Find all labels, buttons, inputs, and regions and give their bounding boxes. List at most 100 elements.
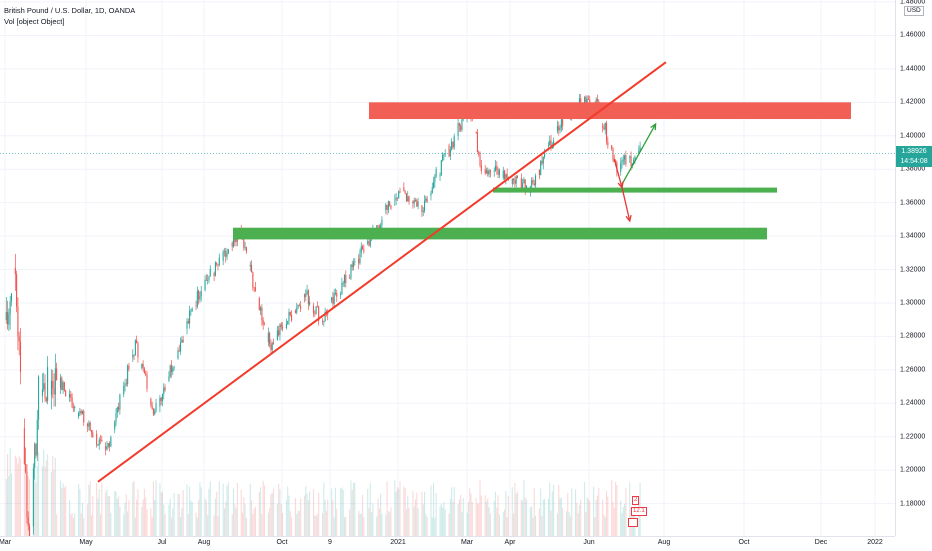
candle-body — [62, 382, 64, 391]
candle-body — [182, 339, 184, 343]
y-tick-label: 1.22000 — [900, 433, 926, 441]
candle-body — [154, 411, 156, 415]
candle-body — [109, 443, 111, 447]
candle-body — [558, 125, 560, 131]
volume-bar — [19, 458, 22, 536]
price-axis[interactable]: 1.48000 1.46000 1.44000 1.42000 1.40000 1.380… — [895, 0, 932, 536]
event-badge-2[interactable]: 12.1 — [631, 507, 647, 516]
candle-body — [408, 196, 410, 202]
currency-label[interactable]: USD — [904, 6, 924, 16]
volume-bar — [386, 481, 388, 536]
candle-body — [159, 397, 161, 407]
candle-body — [452, 141, 454, 148]
volume-bar — [538, 508, 540, 536]
candle-body — [484, 169, 486, 174]
volume-bar — [106, 489, 108, 536]
candle-body — [9, 301, 11, 315]
volume-bar — [562, 507, 564, 536]
volume-bar — [305, 486, 307, 536]
candle-body — [312, 305, 315, 314]
volume-bar — [603, 514, 605, 536]
candle-body — [287, 320, 289, 324]
volume-bar — [262, 480, 264, 536]
candle-body — [81, 410, 84, 414]
volume-bar — [18, 455, 20, 536]
volume-bar — [425, 513, 427, 536]
volume-bar — [553, 484, 555, 536]
volume-bar — [469, 488, 471, 536]
x-tick-label: Jun — [583, 539, 595, 546]
volume-legend[interactable]: Vol [object Object] — [4, 17, 65, 26]
candle-body — [71, 397, 73, 408]
candle-body — [254, 287, 256, 291]
volume-bar — [520, 499, 522, 536]
volume-bar — [312, 488, 315, 536]
chart-title[interactable]: British Pound / U.S. Dollar, 1D, OANDA — [4, 6, 136, 15]
volume-bar — [59, 480, 62, 536]
volume-bar — [444, 509, 446, 536]
volume-bar — [494, 491, 497, 536]
volume-bar — [209, 481, 211, 536]
candle-body — [207, 279, 209, 281]
volume-bar — [35, 482, 37, 536]
candle-body — [376, 225, 378, 229]
chart-plot-area[interactable]: British Pound / U.S. Dollar, 1D, OANDA V… — [0, 0, 895, 551]
y-tick-label: 1.36000 — [900, 199, 926, 207]
volume-bar — [340, 488, 342, 536]
volume-bar — [125, 494, 127, 536]
candle-body — [315, 306, 317, 314]
candle-body — [134, 340, 136, 356]
last-price-tag: 1.38926 14:54:08 — [896, 146, 932, 167]
volume-bar — [404, 488, 406, 536]
candle-body — [187, 320, 189, 324]
candle-body — [630, 156, 632, 166]
volume-bar — [107, 495, 109, 536]
volume-bar — [288, 495, 290, 536]
volume-bar — [234, 504, 236, 536]
candle-body — [204, 279, 206, 291]
candle-body — [243, 238, 245, 248]
price-chart[interactable] — [0, 0, 895, 551]
candle-body — [345, 275, 347, 284]
volume-bar — [38, 452, 40, 536]
candle-body — [125, 383, 127, 385]
volume-bar — [10, 473, 13, 536]
volume-bar — [343, 517, 346, 536]
event-badge-1[interactable]: 2 — [632, 496, 640, 505]
economic-event-icon[interactable] — [628, 518, 638, 527]
candle-body — [232, 238, 235, 247]
volume-bar — [577, 513, 579, 536]
candle-body — [213, 272, 215, 276]
volume-bar — [435, 493, 437, 536]
volume-bar — [65, 485, 67, 536]
time-axis[interactable]: Mar May Jul Aug Oct 9 2021 Mar Apr Jun Aug Oct Dec 20… — [0, 536, 895, 551]
candle-body — [270, 344, 272, 350]
volume-bar — [363, 517, 365, 536]
volume-bar — [558, 484, 560, 536]
volume-bar — [279, 488, 281, 536]
candle-body — [458, 123, 460, 126]
volume-bar — [189, 486, 191, 536]
candle-body — [514, 180, 516, 184]
volume-bar — [358, 510, 360, 536]
candle-body — [222, 251, 224, 261]
volume-bar — [604, 516, 606, 536]
volume-bar — [280, 504, 282, 536]
volume-bar — [611, 480, 613, 536]
candle-body — [235, 237, 237, 243]
candle-body — [342, 282, 344, 284]
y-tick-label: 1.34000 — [900, 232, 926, 240]
candle-body — [422, 210, 424, 213]
volume-bar — [90, 515, 93, 536]
y-tick-label: 1.30000 — [900, 299, 926, 307]
volume-bar — [567, 492, 569, 536]
volume-bar — [332, 499, 334, 536]
candle-body — [327, 313, 329, 315]
candle-body — [151, 405, 153, 409]
candle-body — [368, 241, 370, 246]
volume-bar — [306, 493, 308, 536]
volume-bar — [269, 508, 271, 536]
candle-body — [177, 350, 179, 359]
volume-bar — [143, 488, 145, 536]
